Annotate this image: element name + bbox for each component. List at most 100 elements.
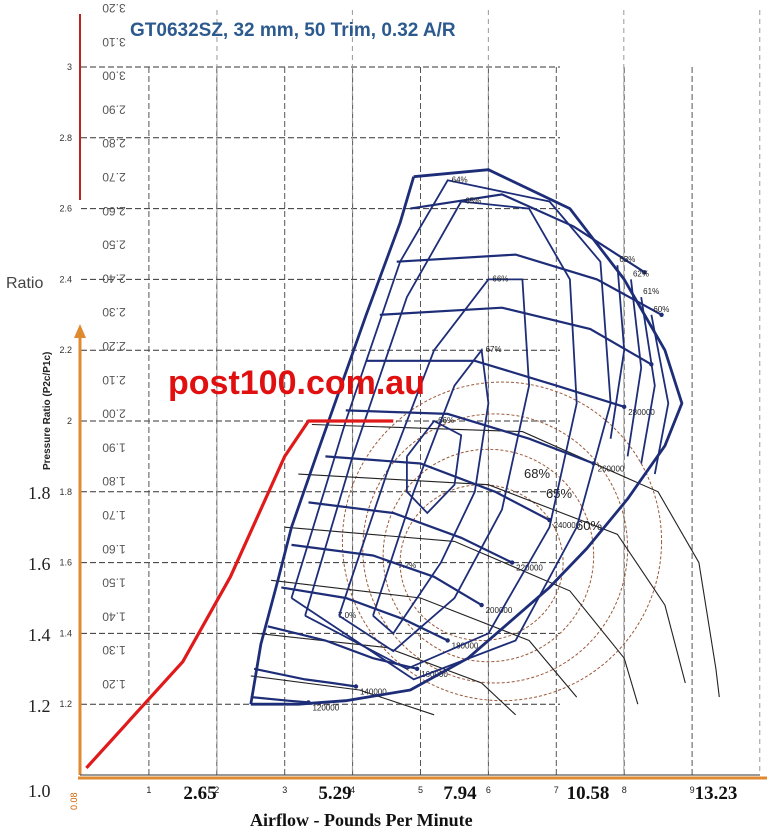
chart-title: GT0632SZ, 32 mm, 50 Trim, 0.32 A/R (130, 20, 456, 41)
x-tick-label-lbs: 5.29 (318, 783, 351, 804)
series-line (250, 168, 684, 706)
efficiency-island-label: 63% (619, 255, 635, 264)
efficiency-island-label: 61% (643, 287, 659, 296)
speed-line-end-marker (414, 666, 420, 671)
y-tick-label: 1.6 (59, 558, 72, 568)
efficiency-island (609, 265, 626, 439)
speed-line (345, 409, 594, 465)
y-tick-label-mirrored: 2.70 (102, 170, 126, 184)
speed-line-end-marker (509, 560, 515, 565)
y-tick-label: 2 (67, 416, 72, 426)
x-tick-label-lbs: 13.23 (695, 783, 738, 804)
efficiency-island (640, 296, 656, 464)
x-tick-label-kgs: 2 (214, 785, 219, 795)
speed-line-end-marker (445, 638, 450, 643)
speed-line-label: 220000 (516, 564, 543, 573)
y-axis-label: Pressure Ratio (P2c/P1c) (42, 352, 53, 470)
speed-line-label: 160000 (421, 670, 448, 679)
speed-line (308, 501, 513, 564)
y-tick-label-major: 1.2 (28, 696, 51, 716)
x-tick-label-kgs: 9 (690, 785, 695, 795)
y-tick-label-major: 1.4 (28, 625, 51, 645)
watermark-text: post100.com.au (168, 364, 425, 402)
x-tick-label-kgs: 3 (282, 785, 287, 795)
y-tick-label-mirrored: 2.50 (102, 238, 126, 252)
y-tick-label-mirrored: 3.20 (102, 1, 126, 15)
efficiency-island-label: 67% (486, 345, 502, 354)
speed-line (366, 359, 625, 408)
y-tick-label-mirrored: 1.30 (102, 643, 126, 657)
efficiency-island-label: 64% (452, 175, 468, 184)
y-tick-label-mirrored: 1.40 (102, 609, 126, 623)
efficiency-island (372, 347, 490, 635)
series-line (85, 419, 394, 769)
x-tick-label-kgs: 4 (350, 785, 355, 795)
speed-line-end-marker (642, 270, 647, 275)
x-axis-label: Airflow - Pounds Per Minute (250, 810, 473, 830)
y-tick-label-mirrored: 2.60 (102, 204, 126, 218)
overlay-efficiency-label: 60% (576, 518, 602, 533)
speed-line (250, 696, 309, 704)
overlay-speed-arc (271, 579, 578, 698)
x-tick-label-kgs: 6 (486, 785, 491, 795)
y-tick-label-mirrored: 1.90 (102, 440, 126, 454)
y-tick-label-mirrored: 1.60 (102, 542, 126, 556)
x-tick-label-kgs: 1 (146, 785, 151, 795)
x-tick-label-lbs: 2.65 (183, 783, 216, 804)
y-axis-arrow (74, 324, 86, 338)
y-tick-label-mirrored: 3.00 (102, 69, 126, 83)
efficiency-island-label: 62% (633, 269, 649, 278)
efficiency-island (626, 279, 643, 457)
overlay-efficiency-label: 68% (524, 466, 550, 481)
y-tick-label: 2.6 (59, 204, 72, 214)
y-tick-label-mirrored: 2.30 (102, 305, 126, 319)
speed-line-label: 200000 (486, 606, 513, 615)
efficiency-island-label: 66% (438, 416, 454, 425)
efficiency-island (304, 200, 578, 670)
grid-lines (81, 10, 761, 775)
y-tick-label-mirrored: 1.20 (102, 677, 126, 691)
overlay-speed-arc (298, 473, 686, 684)
efficiency-island (405, 419, 463, 515)
speed-line-end-marker (659, 312, 664, 317)
speed-line-end-marker (353, 684, 359, 689)
speed-line-label: 180000 (452, 641, 479, 650)
overlay-speed-arc (311, 423, 720, 698)
overlay-efficiency-ring (382, 448, 595, 663)
speed-line-label: 280000 (628, 408, 655, 417)
speed-line (379, 306, 652, 366)
overlay-efficiency-ring (362, 413, 629, 684)
speed-line (396, 253, 663, 316)
x-tick-label-lbs: 7.94 (443, 783, 477, 804)
y-tick-label-mirrored: 2.80 (102, 136, 126, 150)
overlay-efficiency-ring (341, 381, 663, 702)
speed-lines: 120000 140000 160000 180000 200000 220000 2400… (250, 193, 664, 712)
speed-line-label: 240000 (554, 521, 581, 530)
y-tick-label: 2.4 (59, 274, 72, 284)
x-tick-label-kgs: 5 (418, 785, 423, 795)
overlay-speed-label: 7.2% (398, 561, 416, 570)
x-tick-label-kgs: 8 (622, 785, 627, 795)
efficiency-island (290, 179, 612, 681)
y-tick-label-major: 1.8 (28, 483, 51, 503)
speed-line-label: 120000 (312, 703, 339, 712)
overlay-map: 68% 65% 60% 7.2% 7.0% (250, 381, 720, 716)
y-tick-label-mirrored: 3.10 (102, 35, 126, 49)
y-tick-label: 1.8 (59, 487, 72, 497)
y-tick-label: 2.8 (59, 133, 72, 143)
y-tick-label: 1.2 (59, 699, 72, 709)
series-lines (85, 168, 684, 769)
series-line (249, 176, 416, 705)
origin-label: 0.08 (69, 792, 79, 810)
tick-labels: 2.65 5.29 7.94 10.58 13.23 1 2 3 4 5 6 7 8 9 1.2 1.4 1.6… (28, 1, 737, 804)
efficiency-island-label: 66% (492, 274, 508, 283)
overlay-speed-label: 7.0% (338, 611, 356, 620)
y-tick-label: 2.2 (59, 345, 72, 355)
x-tick-label-kgs: 7 (554, 785, 559, 795)
overlay-speed-arc (250, 675, 435, 716)
efficiency-island (650, 314, 670, 475)
y-tick-label-major: 1.6 (28, 554, 51, 574)
y-tick-label-mirrored: 2.10 (102, 373, 126, 387)
y-tick-label: 3 (67, 62, 72, 72)
